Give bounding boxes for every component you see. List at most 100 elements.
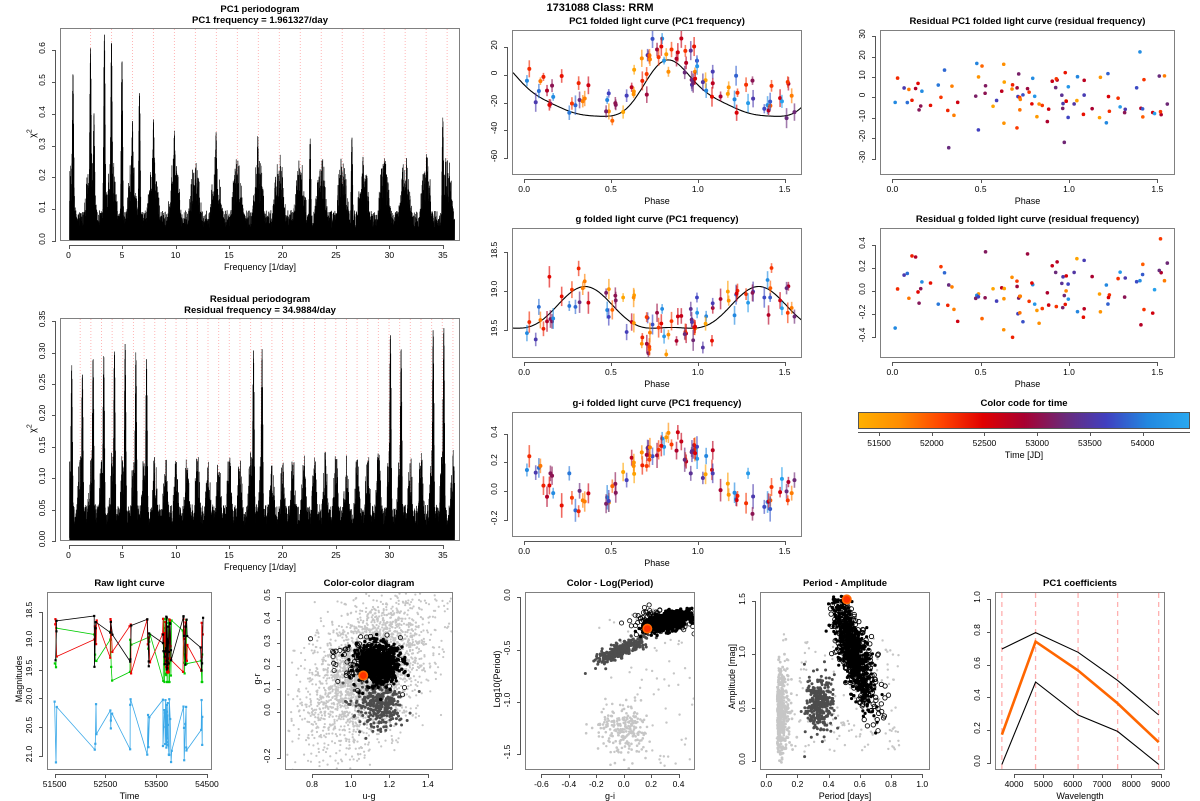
residual-g-folded-plot-area [880, 228, 1175, 358]
g-folded-x-ticklabel: 0.5 [589, 367, 633, 377]
pc1-periodogram-x-tick [122, 245, 123, 249]
residual-pc1-folded-y-tick [872, 36, 876, 37]
residual-pc1-folded-x-axis [892, 179, 1157, 180]
residual-periodogram-plot-area [60, 318, 460, 541]
period-amplitude-y-ticklabel: 0.0 [737, 747, 747, 771]
pc1-periodogram-x-ticklabel: 5 [100, 250, 144, 260]
pc1-folded-x-tick [611, 179, 612, 183]
residual-g-folded-x-tick [981, 362, 982, 366]
residual-g-folded-title: Residual g folded light curve (residual … [840, 214, 1200, 225]
colorbar-ticklabel: 53000 [1013, 438, 1061, 448]
period-amplitude-y-axis [755, 601, 756, 762]
period-amplitude-x-tick [829, 774, 830, 778]
color-log-period-x-tick [624, 774, 625, 778]
pc1-periodogram-plot-area [60, 28, 460, 241]
residual-periodogram-y-tick [52, 447, 56, 448]
residual-g-folded-x-tick [1069, 362, 1070, 366]
residual-g-folded-y-ticklabel: 0.4 [857, 231, 867, 255]
pc1-coefficients-y-ticklabel: 0.6 [972, 651, 982, 675]
colorbar-ticklabel: 52000 [908, 438, 956, 448]
g-folded-y-tick [504, 291, 508, 292]
color-color-diagram-x-tick [389, 774, 390, 778]
pc1-folded-y-tick [504, 103, 508, 104]
pc1-periodogram-y-tick [52, 82, 56, 83]
color-color-diagram-x-tick [351, 774, 352, 778]
raw-light-curve-y-axis-label: Magnitudes [14, 649, 24, 709]
color-log-period-y-axis-label: Log10(Period) [492, 649, 502, 709]
pc1-folded-y-tick [504, 158, 508, 159]
color-log-period-plot-area [525, 592, 695, 770]
gi-folded-x-ticklabel: 0.5 [589, 546, 633, 556]
pc1-periodogram-y-ticklabel: 0.5 [37, 68, 47, 92]
pc1-coefficients-x-tick [1014, 774, 1015, 778]
residual-g-folded-y-tick [872, 291, 876, 292]
residual-periodogram-y-axis [55, 321, 56, 541]
raw-light-curve-x-tick [105, 774, 106, 778]
raw-light-curve-x-ticklabel: 53500 [134, 779, 178, 789]
colorbar-tick [984, 432, 985, 436]
g-folded-x-ticklabel: 0.0 [502, 367, 546, 377]
pc1-folded-y-ticklabel: 20 [489, 33, 499, 57]
color-log-period-x-tick [569, 774, 570, 778]
pc1-folded-y-ticklabel: -60 [489, 144, 499, 168]
pc1-periodogram-x-axis [69, 245, 443, 246]
residual-periodogram-y-ticklabel: 0.05 [37, 496, 47, 520]
residual-g-folded-y-ticklabel: 0.0 [857, 277, 867, 301]
gi-folded-x-axis-label: Phase [512, 558, 802, 568]
residual-g-folded-y-ticklabel: -0.4 [857, 323, 867, 347]
colorbar-tick [1090, 432, 1091, 436]
pc1-folded-title: PC1 folded light curve (PC1 frequency) [472, 16, 842, 27]
color-color-diagram-y-tick [277, 620, 281, 621]
period-amplitude-title: Period - Amplitude [720, 578, 970, 589]
pc1-periodogram-x-ticklabel: 30 [367, 250, 411, 260]
raw-light-curve-y-ticklabel: 20.5 [24, 713, 34, 737]
colorbar-ticklabel: 51500 [855, 438, 903, 448]
residual-periodogram-y-ticklabel: 0.15 [37, 433, 47, 457]
raw-light-curve-x-ticklabel: 51500 [33, 779, 77, 789]
color-color-diagram-x-ticklabel: 1.0 [329, 779, 373, 789]
pc1-coefficients-y-ticklabel: 0.0 [972, 749, 982, 773]
g-folded-x-axis-label: Phase [512, 379, 802, 389]
residual-periodogram-x-tick [229, 545, 230, 549]
period-amplitude-plot-area [760, 592, 930, 770]
residual-periodogram-x-axis [69, 545, 443, 546]
gi-folded-x-tick [698, 541, 699, 545]
g-folded-y-ticklabel: 19.5 [489, 316, 499, 340]
raw-light-curve-y-ticklabel: 18.5 [24, 598, 34, 622]
pc1-coefficients-x-tick [1043, 774, 1044, 778]
colorbar-ticklabel: 54000 [1119, 438, 1167, 448]
residual-g-folded-y-ticklabel: 0.2 [857, 254, 867, 278]
pc1-periodogram-x-ticklabel: 10 [154, 250, 198, 260]
raw-light-curve-y-tick [39, 641, 43, 642]
color-color-diagram-y-tick [277, 689, 281, 690]
pc1-folded-y-tick [504, 130, 508, 131]
pc1-folded-y-ticklabel: -40 [489, 116, 499, 140]
pc1-periodogram-y-ticklabel: 0.4 [37, 100, 47, 124]
g-folded-x-axis [524, 362, 784, 363]
residual-periodogram-y-tick [52, 415, 56, 416]
pc1-periodogram-y-tick [52, 177, 56, 178]
gi-folded-x-tick [611, 541, 612, 545]
period-amplitude-x-ticklabel: 1.0 [900, 779, 944, 789]
pc1-periodogram-x-ticklabel: 20 [260, 250, 304, 260]
pc1-periodogram-y-ticklabel: 0.0 [37, 227, 47, 251]
period-amplitude-y-ticklabel: 1.0 [737, 640, 747, 664]
pc1-folded-plot-area [512, 30, 802, 175]
gi-folded-x-tick [785, 541, 786, 545]
color-color-diagram-y-axis-label: g-r [252, 649, 262, 709]
pc1-periodogram-x-tick [282, 245, 283, 249]
color-color-diagram-y-ticklabel: 0.1 [262, 675, 272, 699]
residual-periodogram-y-ticklabel: 0.20 [37, 401, 47, 425]
residual-periodogram-x-ticklabel: 25 [314, 550, 358, 560]
residual-periodogram-x-tick [282, 545, 283, 549]
pc1-folded-x-tick [524, 179, 525, 183]
color-log-period-x-tick [541, 774, 542, 778]
raw-light-curve-x-tick [156, 774, 157, 778]
pc1-coefficients-y-ticklabel: 0.4 [972, 683, 982, 707]
pc1-folded-x-ticklabel: 1.5 [763, 184, 807, 194]
residual-periodogram-x-tick [443, 545, 444, 549]
pc1-periodogram-x-tick [443, 245, 444, 249]
colorbar-ticklabel: 53500 [1066, 438, 1114, 448]
residual-periodogram-x-tick [176, 545, 177, 549]
raw-light-curve-y-tick [39, 698, 43, 699]
